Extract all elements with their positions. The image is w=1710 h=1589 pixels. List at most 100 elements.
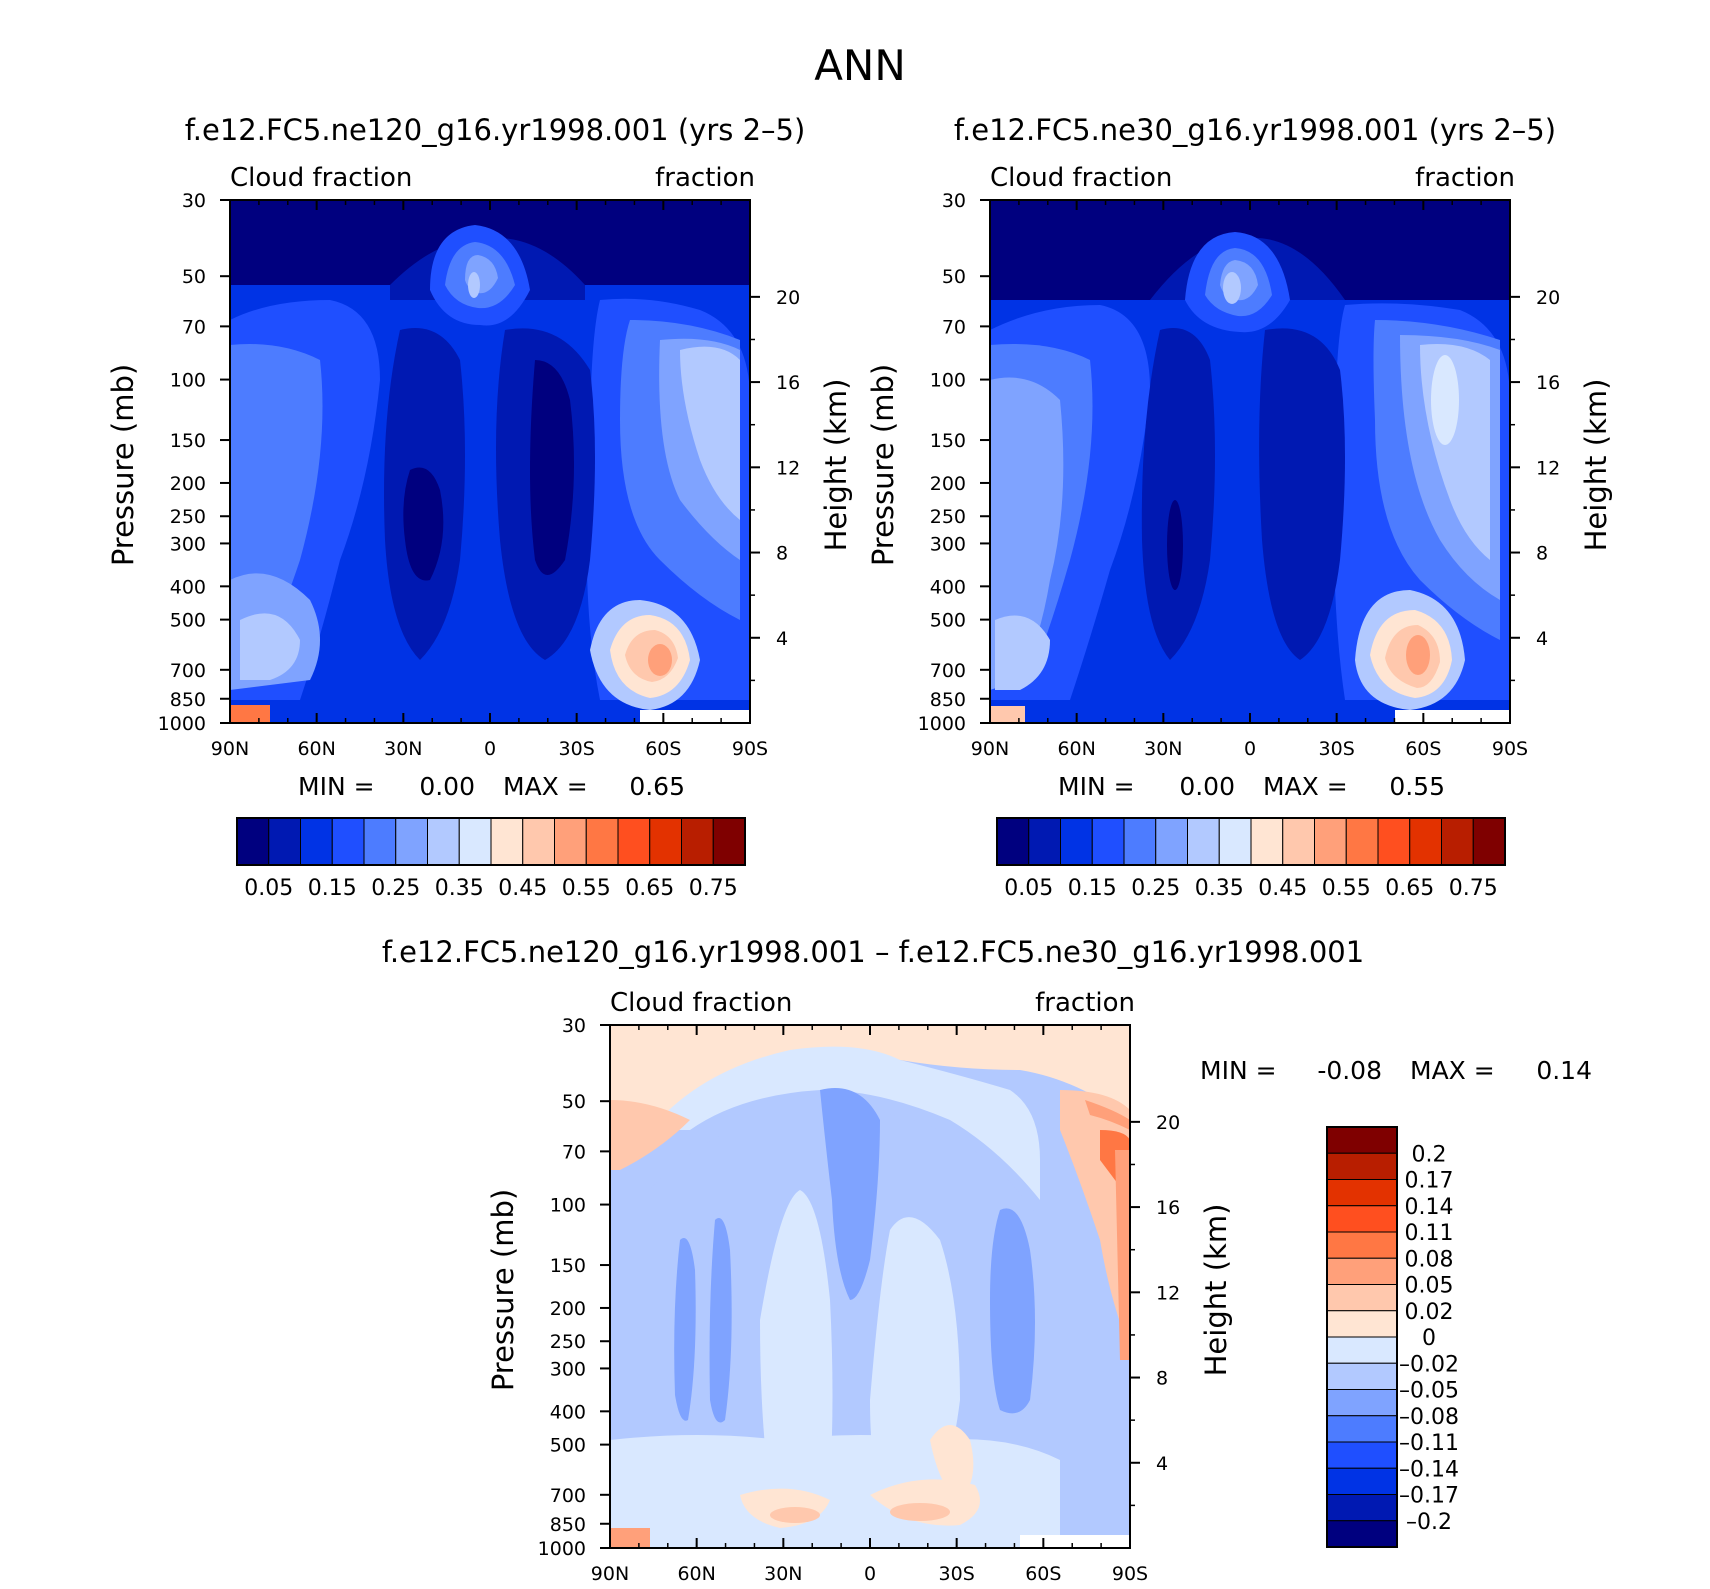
colorbar-swatch (1028, 817, 1061, 866)
colorbar-label: 0.35 (1195, 876, 1244, 901)
colorbar-swatch (1326, 1284, 1398, 1312)
y-tick-label: 400 (930, 576, 966, 598)
y2-tick-label: 12 (776, 457, 800, 479)
colorbar-swatch (1326, 1389, 1398, 1417)
colorbar-swatch (1155, 817, 1188, 866)
colorbar-swatch (1123, 817, 1157, 866)
y-tick-label: 700 (550, 1485, 586, 1507)
colorbar-swatch (1326, 1441, 1398, 1469)
colorbar-swatch (649, 817, 682, 866)
y-tick-label: 250 (550, 1331, 586, 1353)
panel-diff-left-label: Cloud fraction (610, 988, 792, 1018)
y-tick-label: 500 (170, 610, 206, 632)
colorbar-swatch (1326, 1336, 1398, 1364)
y-tick-label: 500 (930, 610, 966, 632)
x-tick-label: 60N (297, 738, 335, 760)
colorbar-swatch (331, 817, 365, 866)
panel-diff-axes: 90N 60N 30N 0 30S 60S 90S 30 50 70 100 150 200 250 300… (538, 1015, 1181, 1585)
colorbar-label: –0.17 (1399, 1484, 1459, 1509)
colorbar-label: 0.45 (1258, 876, 1307, 901)
colorbar-swatch (1409, 817, 1442, 866)
tropical-cirrus-peak (468, 272, 480, 298)
colorbar-label: 0.15 (1068, 876, 1117, 901)
panel-1-axes: 90N 60N 30N 0 30S 60S 90S 30 50 70 100 150 200 250 300… (158, 190, 801, 760)
sh-midlat-peak (1431, 355, 1459, 445)
y-tick-label: 300 (550, 1358, 586, 1380)
x-tick-label: 90N (971, 738, 1009, 760)
y-tick-label: 200 (550, 1298, 586, 1320)
x-tick-label: 90S (1492, 738, 1528, 760)
y2-tick-label: 12 (1536, 457, 1560, 479)
colorbar-swatch (300, 817, 333, 866)
colorbar-swatch (1060, 817, 1093, 866)
x-tick-label: 60S (645, 738, 681, 760)
y-tick-label: 30 (182, 190, 206, 212)
x-tick-label: 90N (211, 738, 249, 760)
nh-upper-warm-lobe (610, 1100, 690, 1170)
colorbar-swatch (554, 817, 587, 866)
colorbar-swatch (1326, 1205, 1398, 1233)
y2-tick-label: 16 (1536, 372, 1560, 394)
nh-polar-surface-warm (990, 706, 1025, 723)
colorbar-swatch (1314, 817, 1347, 866)
colorbar-swatch (681, 817, 714, 866)
colorbar-label: 0.65 (1385, 876, 1434, 901)
colorbar-label: –0.02 (1399, 1352, 1459, 1377)
y-tick-label: 250 (930, 506, 966, 528)
panel-diff-title: f.e12.FC5.ne120_g16.yr1998.001 – f.e12.F… (382, 935, 1364, 969)
x-tick-label: 30N (764, 1563, 802, 1585)
x-tick-label: 60S (1405, 738, 1441, 760)
y2-tick-label: 8 (776, 543, 788, 565)
panel-2-left-label: Cloud fraction (990, 163, 1172, 193)
nh-tropics-neutral (760, 1190, 833, 1490)
x-tick-label: 90S (1112, 1563, 1148, 1585)
y2-tick-label: 20 (776, 287, 800, 309)
colorbar-frame (996, 817, 1506, 866)
y-tick-label: 50 (942, 266, 966, 288)
sh-polar-strip (1115, 1150, 1130, 1360)
panel-diff-contour-field (610, 1025, 1130, 1548)
colorbar-swatch (1345, 817, 1379, 866)
colorbar-label: 0.25 (371, 876, 420, 901)
y-tick-label: 500 (550, 1435, 586, 1457)
colorbar-swatch (395, 817, 428, 866)
x-tick-label: 0 (1244, 738, 1256, 760)
upper-neutral-dome (650, 1046, 1040, 1200)
x-tick-label: 30S (1319, 738, 1355, 760)
sh-lowlevel-warm (930, 1425, 974, 1500)
nh-subtropic-driest (1167, 500, 1183, 590)
panel-diff-min-value: -0.08 (1317, 1056, 1382, 1085)
colorbar-label: 0.75 (689, 876, 738, 901)
polar-surface-white (1020, 1535, 1130, 1548)
colorbar-swatch (1377, 817, 1411, 866)
y-tick-label: 70 (182, 316, 206, 338)
near-surface-warm-core-left (770, 1507, 820, 1523)
panel-1-max-label: MAX = (503, 772, 588, 801)
colorbar-swatch (363, 817, 397, 866)
y-tick-label: 850 (550, 1514, 586, 1536)
y2-tick-label: 16 (1156, 1197, 1180, 1219)
sh-column-cool (990, 1208, 1035, 1414)
colorbar-swatch (1326, 1257, 1398, 1285)
y2-tick-label: 4 (1536, 628, 1548, 650)
panel-1-max-value: 0.65 (629, 772, 685, 801)
colorbar-label: –0.05 (1399, 1379, 1459, 1404)
upper-warm-band (610, 1025, 1130, 1140)
near-surface-neutral (610, 1435, 1060, 1548)
y-tick-label: 1000 (918, 713, 966, 735)
colorbar-label: 0.65 (625, 876, 674, 901)
colorbar-label: 0.15 (308, 876, 357, 901)
y2-tick-label: 8 (1536, 543, 1548, 565)
panel-2-max-value: 0.55 (1389, 772, 1445, 801)
equatorial-updraft-cool (820, 1088, 880, 1300)
colorbar-swatch (1441, 817, 1474, 866)
panel-2-title: f.e12.FC5.ne30_g16.yr1998.001 (yrs 2–5) (954, 113, 1556, 147)
y-tick-label: 30 (942, 190, 966, 212)
x-tick-label: 30S (559, 738, 595, 760)
x-tick-label: 60N (677, 1563, 715, 1585)
panel-diff-max-label: MAX = (1410, 1056, 1495, 1085)
panel-1-right-label: fraction (655, 163, 755, 193)
x-tick-label: 0 (864, 1563, 876, 1585)
colorbar-swatch (617, 817, 651, 866)
panel-diff: f.e12.FC5.ne120_g16.yr1998.001 – f.e12.F… (382, 935, 1592, 1585)
